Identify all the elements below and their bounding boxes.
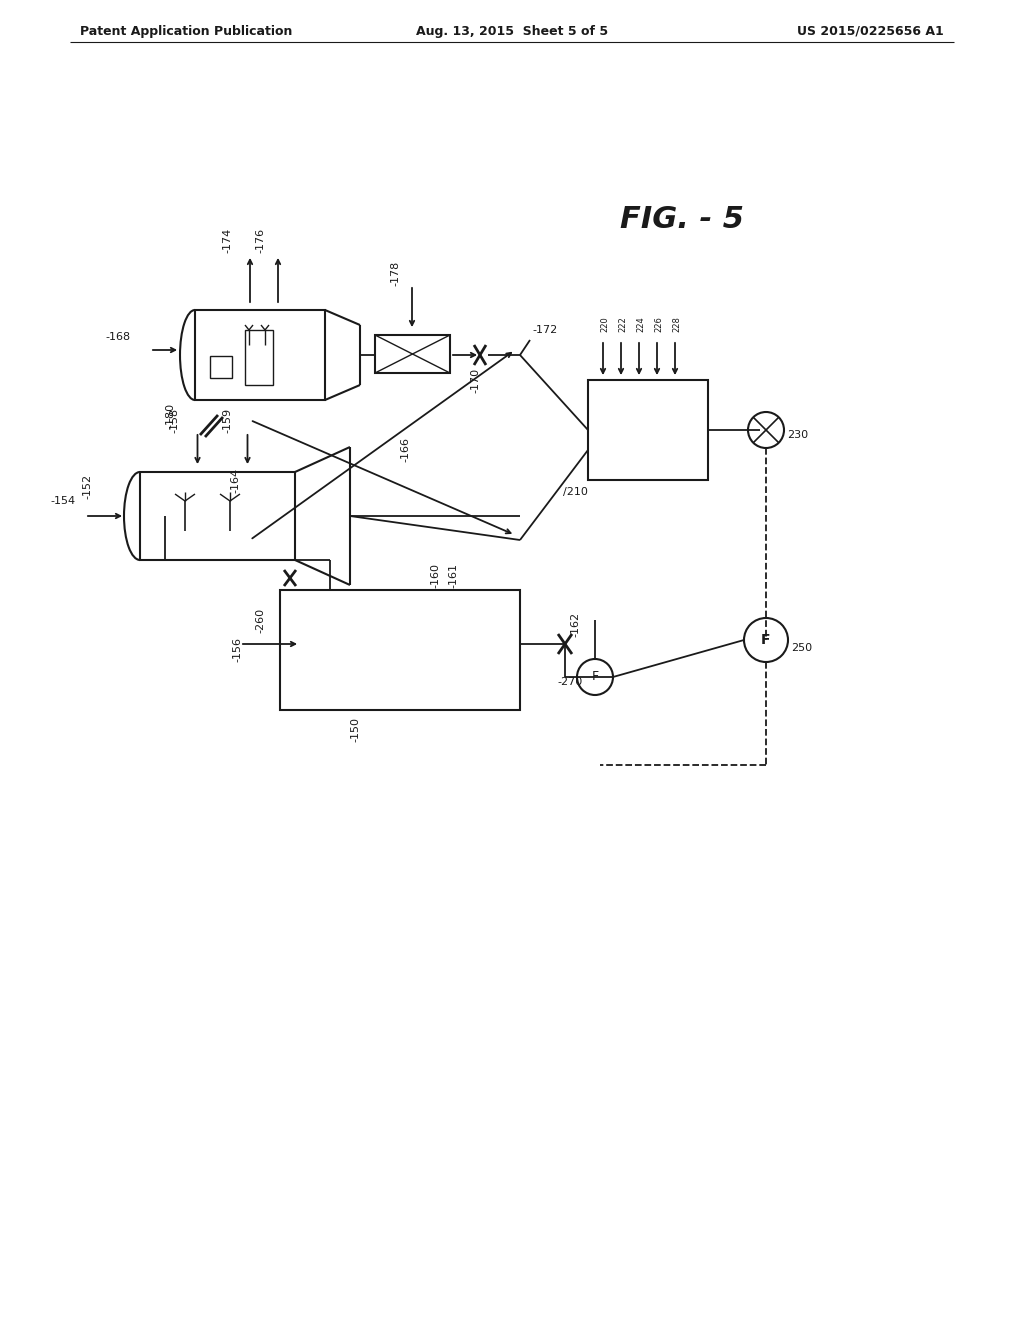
Text: 220: 220 [600, 317, 609, 333]
Text: -166: -166 [400, 437, 410, 462]
Text: -156: -156 [232, 638, 242, 663]
Text: 250: 250 [791, 643, 812, 653]
Bar [140, 473, 295, 560]
Bar [588, 380, 708, 480]
Text: -172: -172 [532, 325, 557, 335]
Text: -260: -260 [255, 607, 265, 632]
Bar [375, 335, 450, 374]
Text: -162: -162 [570, 611, 580, 636]
Circle shape [748, 412, 784, 447]
Text: -150: -150 [350, 718, 360, 742]
Text: -180: -180 [165, 403, 175, 428]
Text: 222: 222 [618, 317, 628, 333]
Bar [210, 356, 232, 378]
Circle shape [744, 618, 788, 663]
Text: Aug. 13, 2015  Sheet 5 of 5: Aug. 13, 2015 Sheet 5 of 5 [416, 25, 608, 38]
Text: -160: -160 [430, 562, 440, 587]
Text: -270: -270 [557, 677, 583, 686]
Text: -161: -161 [449, 562, 458, 587]
Text: 230: 230 [787, 430, 808, 440]
Text: F: F [761, 634, 771, 647]
Text: -159: -159 [222, 408, 232, 433]
Text: -178: -178 [390, 260, 400, 285]
Circle shape [577, 659, 613, 696]
Text: 228: 228 [673, 315, 682, 333]
Bar [245, 330, 273, 385]
Text: 224: 224 [637, 317, 645, 333]
Text: -174: -174 [222, 227, 232, 252]
Text: -168: -168 [105, 333, 130, 342]
Text: -176: -176 [255, 227, 265, 252]
Text: -158: -158 [170, 408, 179, 433]
Text: F: F [592, 671, 599, 684]
Text: FIG. - 5: FIG. - 5 [620, 205, 744, 234]
Text: Patent Application Publication: Patent Application Publication [80, 25, 293, 38]
Text: -154: -154 [50, 496, 75, 506]
Bar [195, 310, 325, 400]
Text: -152: -152 [82, 474, 92, 499]
Text: /210: /210 [563, 487, 588, 498]
Text: -164: -164 [230, 467, 240, 492]
Bar [280, 590, 520, 710]
Text: US 2015/0225656 A1: US 2015/0225656 A1 [798, 25, 944, 38]
Text: 226: 226 [654, 315, 664, 333]
Text: -170: -170 [470, 367, 480, 392]
